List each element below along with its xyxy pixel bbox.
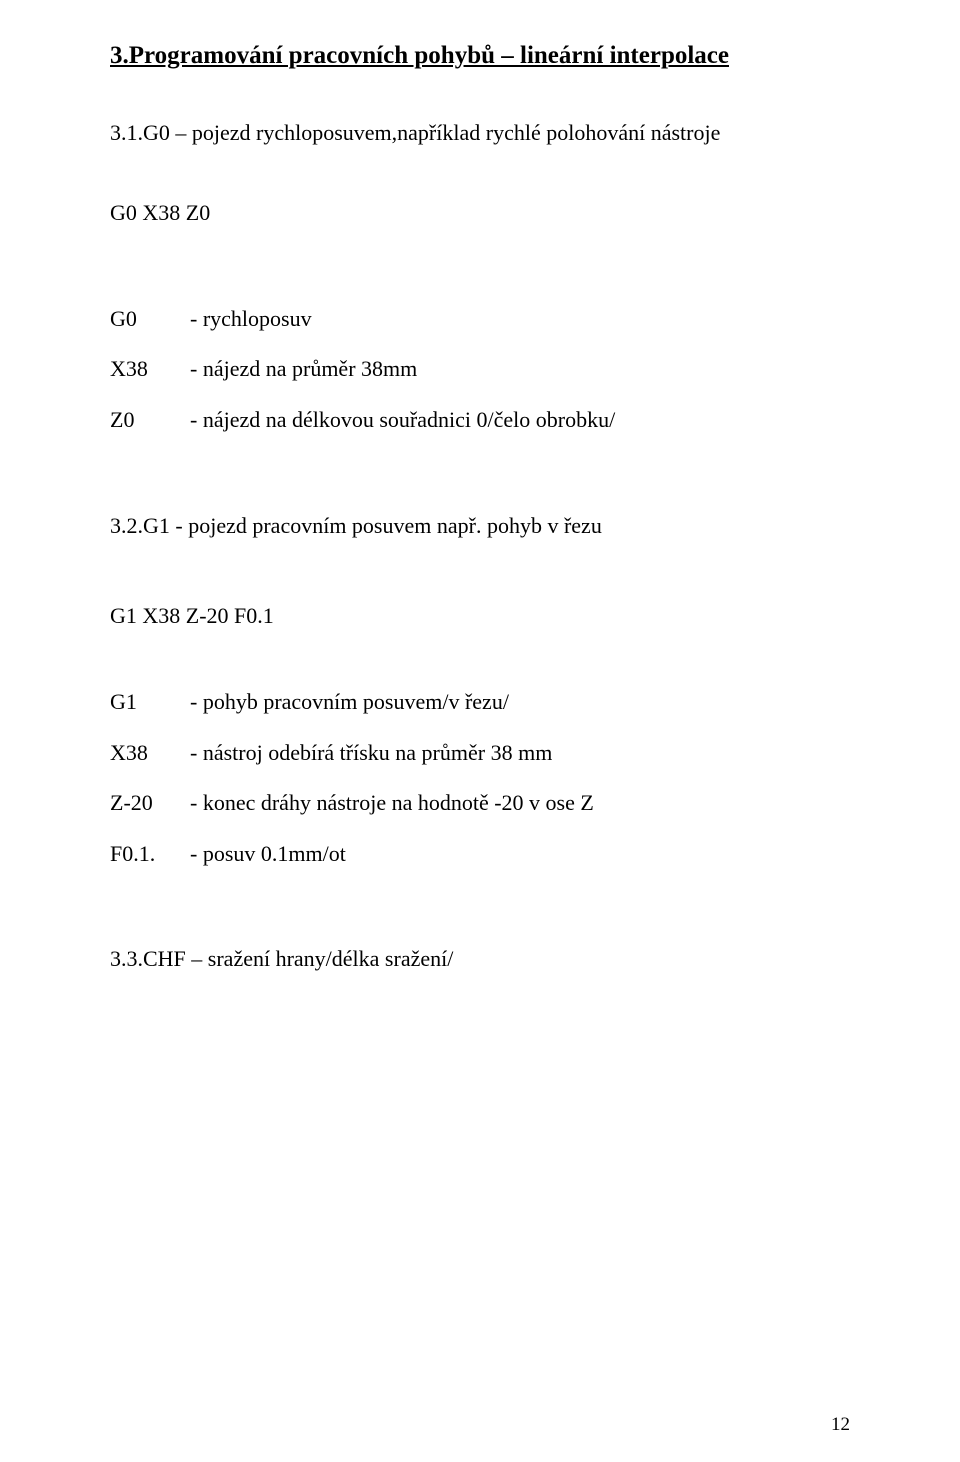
section-heading: 3.Programování pracovních pohybů – lineá… bbox=[110, 40, 850, 73]
def-row: G0 - rychloposuv bbox=[110, 294, 615, 345]
def-key: X38 bbox=[110, 728, 190, 779]
def-key: Z0 bbox=[110, 395, 190, 446]
def-desc: - posuv 0.1mm/ot bbox=[190, 829, 594, 880]
page: 3.Programování pracovních pohybů – lineá… bbox=[0, 0, 960, 1462]
def-row: Z0 - nájezd na délkovou souřadnici 0/čel… bbox=[110, 395, 615, 446]
subsection-3-1-code: G0 X38 Z0 bbox=[110, 193, 850, 234]
subsection-3-2-intro: 3.2.G1 - pojezd pracovním posuvem např. … bbox=[110, 506, 850, 547]
def-row: X38 - nájezd na průměr 38mm bbox=[110, 344, 615, 395]
def-key: G1 bbox=[110, 677, 190, 728]
def-desc: - nájezd na délkovou souřadnici 0/čelo o… bbox=[190, 395, 615, 446]
def-desc: - rychloposuv bbox=[190, 294, 615, 345]
def-row: F0.1. - posuv 0.1mm/ot bbox=[110, 829, 594, 880]
page-number: 12 bbox=[831, 1414, 850, 1436]
def-key: F0.1. bbox=[110, 829, 190, 880]
def-key: G0 bbox=[110, 294, 190, 345]
subsection-3-1-intro: 3.1.G0 – pojezd rychloposuvem,například … bbox=[110, 113, 850, 154]
subsection-3-2-code: G1 X38 Z-20 F0.1 bbox=[110, 596, 850, 637]
subsection-3-1-defs: G0 - rychloposuv X38 - nájezd na průměr … bbox=[110, 294, 615, 446]
def-row: G1 - pohyb pracovním posuvem/v řezu/ bbox=[110, 677, 594, 728]
subsection-3-2-defs: G1 - pohyb pracovním posuvem/v řezu/ X38… bbox=[110, 677, 594, 879]
def-key: X38 bbox=[110, 344, 190, 395]
def-desc: - konec dráhy nástroje na hodnotě -20 v … bbox=[190, 778, 594, 829]
def-key: Z-20 bbox=[110, 778, 190, 829]
def-desc: - nájezd na průměr 38mm bbox=[190, 344, 615, 395]
def-desc: - pohyb pracovním posuvem/v řezu/ bbox=[190, 677, 594, 728]
def-row: X38 - nástroj odebírá třísku na průměr 3… bbox=[110, 728, 594, 779]
def-desc: - nástroj odebírá třísku na průměr 38 mm bbox=[190, 728, 594, 779]
def-row: Z-20 - konec dráhy nástroje na hodnotě -… bbox=[110, 778, 594, 829]
subsection-3-3-intro: 3.3.CHF – sražení hrany/délka sražení/ bbox=[110, 939, 850, 980]
